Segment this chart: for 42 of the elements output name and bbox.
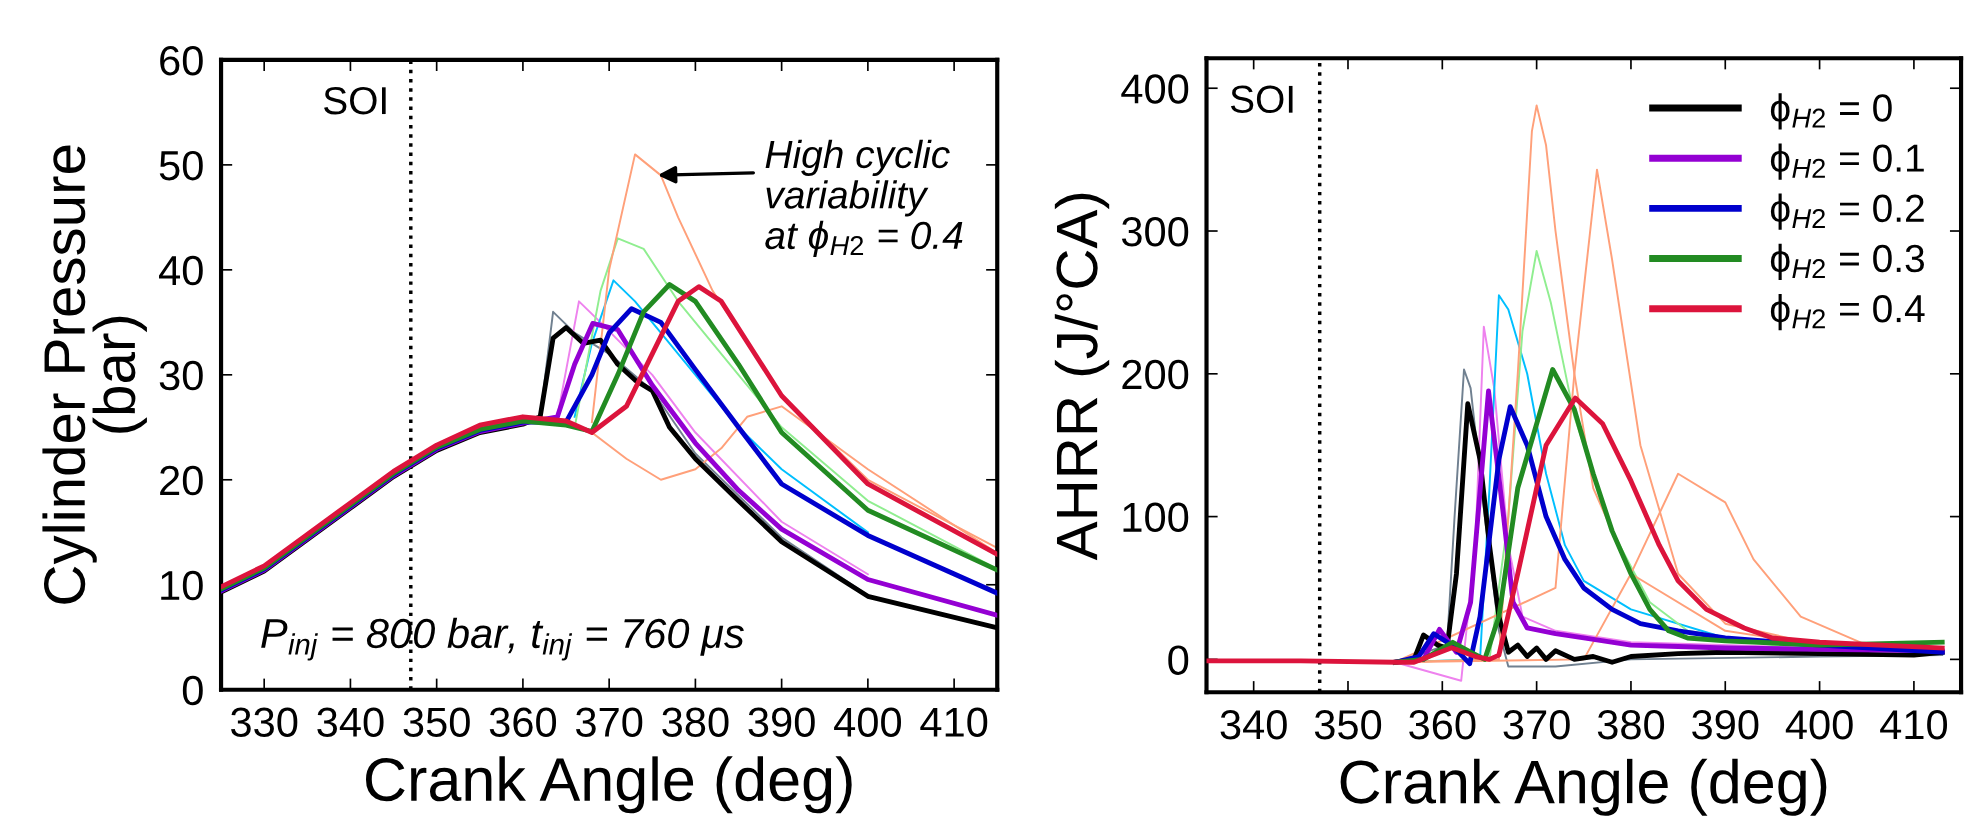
y-tick-label: 400: [1121, 74, 1189, 104]
x-tick-label: 350: [1314, 709, 1382, 740]
legend-label: ϕ$_{H2}$ = 0.2: [1770, 193, 1924, 230]
annotation: High cyclic variability at ϕ$_{H2}$ = 0.4: [765, 139, 963, 257]
legend-label: ϕ$_{H2}$ = 0: [1770, 93, 1892, 130]
ref-line-label: SOI: [1230, 85, 1293, 114]
y-tick-label: 20: [160, 465, 203, 496]
x-tick-label: 370: [575, 707, 643, 737]
y-tick-label: 0: [182, 675, 203, 706]
y-tick-label: 10: [161, 570, 203, 601]
x-tick-label: 350: [403, 707, 470, 737]
x-tick-label: 400: [1785, 709, 1853, 740]
legend-label: ϕ$_{H2}$ = 0.3: [1770, 243, 1924, 280]
legend-label: ϕ$_{H2}$ = 0.4: [1770, 293, 1925, 331]
x-tick-label: 360: [1409, 709, 1476, 740]
x-tick-label: 400: [834, 707, 902, 737]
x-tick-label: 380: [662, 707, 729, 737]
x-tick-label: 330: [231, 707, 298, 737]
y-axis-title: Cylinder Pressure (bar): [42, 145, 147, 604]
x-tick-label: 410: [920, 707, 988, 737]
x-tick-label: 360: [489, 707, 557, 737]
x-tick-label: 380: [1597, 709, 1665, 740]
x-tick-label: 370: [1503, 709, 1570, 740]
y-axis-title: AHRR (J/°CA): [1054, 193, 1110, 561]
y-tick-label: 300: [1121, 217, 1189, 247]
y-tick-label: 40: [159, 255, 203, 286]
x-tick-label: 410: [1880, 709, 1948, 740]
legend-label: ϕ$_{H2}$ = 0.1: [1770, 143, 1924, 180]
y-tick-label: 30: [159, 360, 203, 391]
x-tick-label: 390: [748, 707, 815, 737]
annotation: P$_{inj}$ = 800 bar, t$_{inj}$ = 760 μs: [261, 617, 744, 661]
x-axis-title: Crank Angle (deg): [1340, 758, 1827, 816]
y-tick-label: 100: [1123, 502, 1189, 533]
y-tick-label: 50: [159, 150, 203, 181]
x-tick-label: 390: [1692, 709, 1759, 740]
ref-line-label: SOI: [324, 86, 386, 115]
x-axis-title: Crank Angle (deg): [365, 756, 852, 814]
y-tick-label: 200: [1122, 359, 1189, 390]
y-tick-label: 0: [1168, 645, 1189, 675]
x-tick-label: 340: [317, 707, 384, 737]
y-tick-label: 60: [160, 45, 203, 76]
x-tick-label: 340: [1220, 709, 1287, 740]
